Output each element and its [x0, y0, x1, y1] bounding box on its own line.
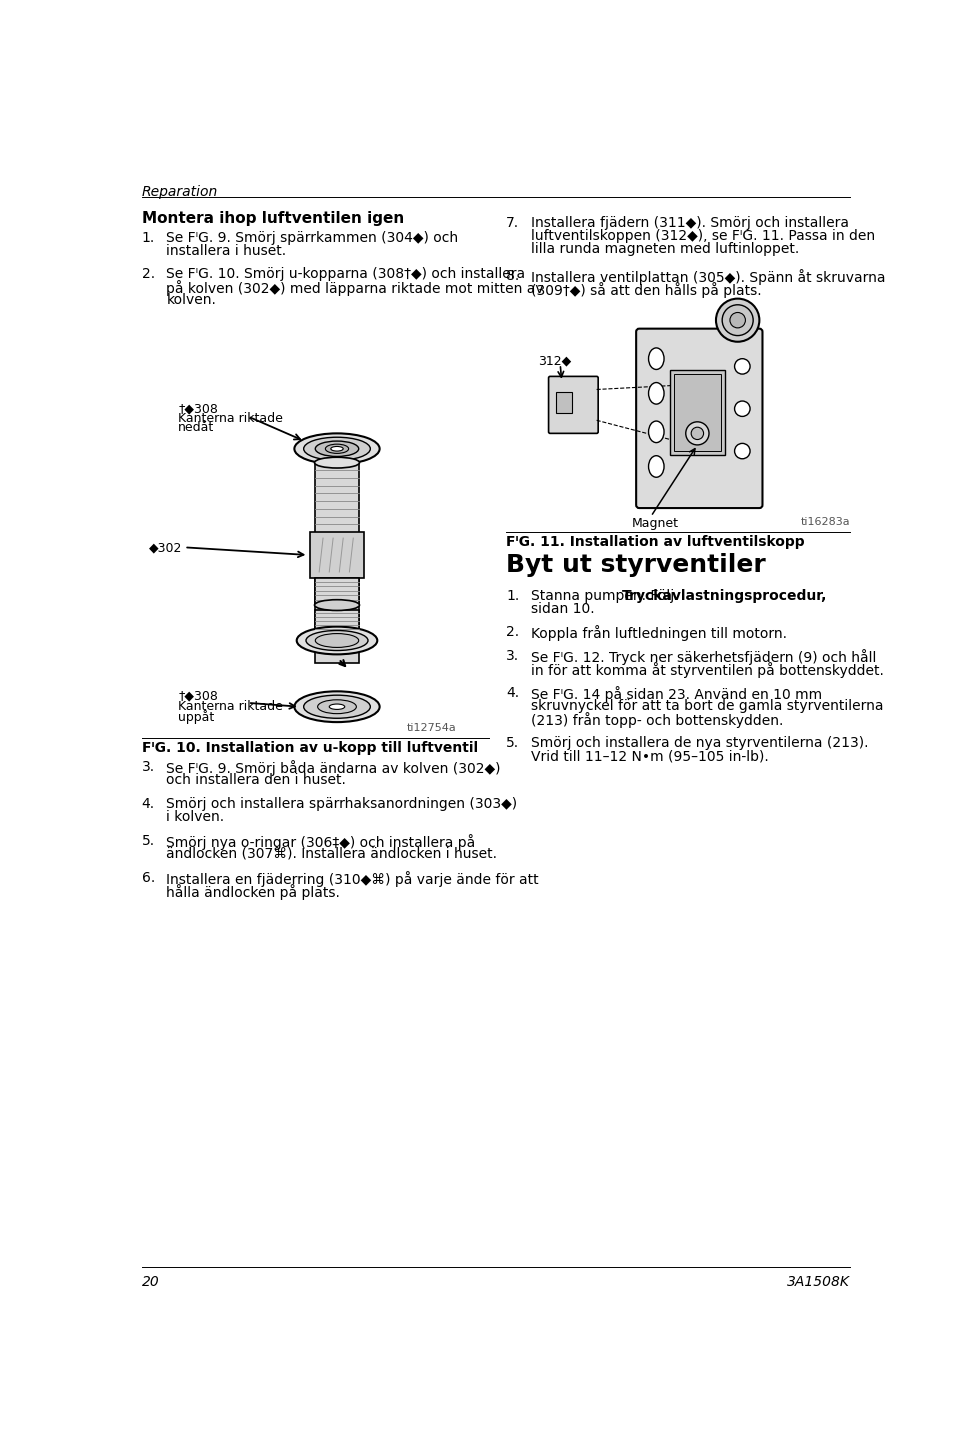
FancyBboxPatch shape: [548, 377, 598, 433]
Text: Se FᴵG. 10. Smörj u-kopparna (308†◆) och installera: Se FᴵG. 10. Smörj u-kopparna (308†◆) och…: [166, 267, 526, 281]
Ellipse shape: [315, 633, 359, 648]
Ellipse shape: [295, 691, 379, 722]
Text: i kolven.: i kolven.: [166, 810, 225, 824]
Ellipse shape: [315, 458, 359, 468]
Text: ◆302: ◆302: [150, 540, 182, 554]
Circle shape: [685, 422, 709, 445]
Circle shape: [691, 427, 704, 439]
Text: Reparation: Reparation: [142, 184, 218, 199]
FancyBboxPatch shape: [557, 391, 572, 413]
Text: Installera en fjäderring (310◆⌘) på varje ände för att: Installera en fjäderring (310◆⌘) på varj…: [166, 871, 540, 887]
Text: 5.: 5.: [142, 833, 155, 848]
Ellipse shape: [303, 438, 371, 461]
Text: (309†◆) så att den hålls på plats.: (309†◆) så att den hålls på plats.: [531, 283, 761, 298]
Text: luftventilskoppen (312◆), se FᴵG. 11. Passa in den: luftventilskoppen (312◆), se FᴵG. 11. Pa…: [531, 229, 875, 243]
Text: Installera ventilplattan (305◆). Spänn åt skruvarna: Installera ventilplattan (305◆). Spänn å…: [531, 270, 885, 285]
Text: sidan 10.: sidan 10.: [531, 601, 594, 616]
Circle shape: [722, 304, 754, 336]
Circle shape: [734, 443, 750, 459]
Text: 1.: 1.: [506, 588, 519, 603]
Text: ändlocken (307⌘). Installera ändlocken i huset.: ändlocken (307⌘). Installera ändlocken i…: [166, 846, 497, 861]
Ellipse shape: [329, 704, 345, 710]
Ellipse shape: [649, 422, 664, 442]
Text: 312◆: 312◆: [539, 355, 572, 368]
Text: uppåt: uppåt: [179, 710, 214, 723]
Text: på kolven (302◆) med läpparna riktade mot mitten av: på kolven (302◆) med läpparna riktade mo…: [166, 280, 544, 296]
Text: Kanterna riktade: Kanterna riktade: [179, 700, 283, 713]
Text: 8.: 8.: [506, 270, 519, 284]
FancyBboxPatch shape: [310, 532, 364, 578]
Text: 2.: 2.: [506, 625, 519, 639]
Text: ti16283a: ti16283a: [801, 516, 850, 526]
Text: 20: 20: [142, 1275, 159, 1290]
Circle shape: [734, 401, 750, 416]
Text: †◆308: †◆308: [179, 690, 218, 703]
Text: Se FᴵG. 9. Smörj spärrkammen (304◆) och: Se FᴵG. 9. Smörj spärrkammen (304◆) och: [166, 230, 459, 245]
Ellipse shape: [325, 445, 348, 454]
FancyBboxPatch shape: [315, 610, 359, 640]
Text: 3A1508K: 3A1508K: [787, 1275, 850, 1290]
Ellipse shape: [315, 440, 359, 456]
Circle shape: [734, 359, 750, 374]
Text: Magnet: Magnet: [632, 516, 679, 529]
Ellipse shape: [315, 600, 359, 610]
Text: ti12754a: ti12754a: [407, 723, 457, 733]
Text: Montera ihop luftventilen igen: Montera ihop luftventilen igen: [142, 212, 404, 226]
Text: 1.: 1.: [142, 230, 155, 245]
Text: Stanna pumpen. Följ: Stanna pumpen. Följ: [531, 588, 679, 603]
Ellipse shape: [331, 446, 344, 451]
Text: Byt ut styrventiler: Byt ut styrventiler: [506, 554, 766, 578]
Ellipse shape: [318, 700, 356, 714]
Text: in för att komma åt styrventilen på bottenskyddet.: in för att komma åt styrventilen på bott…: [531, 662, 883, 678]
Text: skruvnyckel för att ta bort de gamla styrventilerna: skruvnyckel för att ta bort de gamla sty…: [531, 698, 883, 713]
Text: Kanterna riktade: Kanterna riktade: [179, 412, 283, 425]
Text: Se FᴵG. 14 på sidan 23. Använd en 10 mm: Se FᴵG. 14 på sidan 23. Använd en 10 mm: [531, 685, 822, 701]
Text: Smörj nya o-ringar (306‡◆) och installera på: Smörj nya o-ringar (306‡◆) och installer…: [166, 833, 476, 849]
Text: FᴵG. 11. Installation av luftventilskopp: FᴵG. 11. Installation av luftventilskopp: [506, 535, 804, 549]
Text: 7.: 7.: [506, 216, 519, 230]
Text: †◆308: †◆308: [179, 403, 218, 416]
Text: 4.: 4.: [506, 685, 519, 700]
Text: och installera den i huset.: och installera den i huset.: [166, 772, 347, 787]
Ellipse shape: [649, 383, 664, 404]
Text: 6.: 6.: [142, 871, 155, 885]
Ellipse shape: [295, 433, 379, 464]
Text: FᴵG. 10. Installation av u-kopp till luftventil: FᴵG. 10. Installation av u-kopp till luf…: [142, 742, 478, 755]
Text: Installera fjädern (311◆). Smörj och installera: Installera fjädern (311◆). Smörj och ins…: [531, 216, 849, 230]
Ellipse shape: [649, 455, 664, 477]
Text: 4.: 4.: [142, 797, 155, 811]
Text: kolven.: kolven.: [166, 293, 216, 307]
Text: nedåt: nedåt: [179, 422, 214, 435]
Circle shape: [730, 313, 745, 327]
Text: (213) från topp- och bottenskydden.: (213) från topp- och bottenskydden.: [531, 711, 783, 727]
Ellipse shape: [303, 696, 371, 719]
Text: 3.: 3.: [506, 649, 519, 664]
Ellipse shape: [649, 348, 664, 369]
FancyBboxPatch shape: [315, 462, 359, 662]
Text: 3.: 3.: [142, 759, 155, 774]
FancyBboxPatch shape: [674, 374, 721, 451]
Text: 5.: 5.: [506, 736, 519, 751]
Text: lilla runda magneten med luftinloppet.: lilla runda magneten med luftinloppet.: [531, 242, 799, 256]
Text: Smörj och installera de nya styrventilerna (213).: Smörj och installera de nya styrventiler…: [531, 736, 868, 751]
Text: Se FᴵG. 9. Smörj båda ändarna av kolven (302◆): Se FᴵG. 9. Smörj båda ändarna av kolven …: [166, 759, 501, 775]
Text: Se FᴵG. 12. Tryck ner säkerhetsfjädern (9) och håll: Se FᴵG. 12. Tryck ner säkerhetsfjädern (…: [531, 649, 876, 665]
Text: Vrid till 11–12 N•m (95–105 in-lb).: Vrid till 11–12 N•m (95–105 in-lb).: [531, 749, 769, 764]
Text: Koppla från luftledningen till motorn.: Koppla från luftledningen till motorn.: [531, 625, 787, 640]
Circle shape: [716, 298, 759, 342]
Text: 2.: 2.: [142, 267, 155, 281]
Text: hålla ändlocken på plats.: hålla ändlocken på plats.: [166, 884, 341, 900]
Ellipse shape: [297, 626, 377, 655]
Text: installera i huset.: installera i huset.: [166, 243, 287, 258]
Ellipse shape: [306, 630, 368, 651]
FancyBboxPatch shape: [636, 329, 762, 509]
FancyBboxPatch shape: [670, 371, 725, 455]
Text: Smörj och installera spärrhaksanordningen (303◆): Smörj och installera spärrhaksanordninge…: [166, 797, 517, 811]
FancyBboxPatch shape: [315, 578, 359, 606]
Text: Tryckavlastningsprocedur,: Tryckavlastningsprocedur,: [621, 588, 827, 603]
